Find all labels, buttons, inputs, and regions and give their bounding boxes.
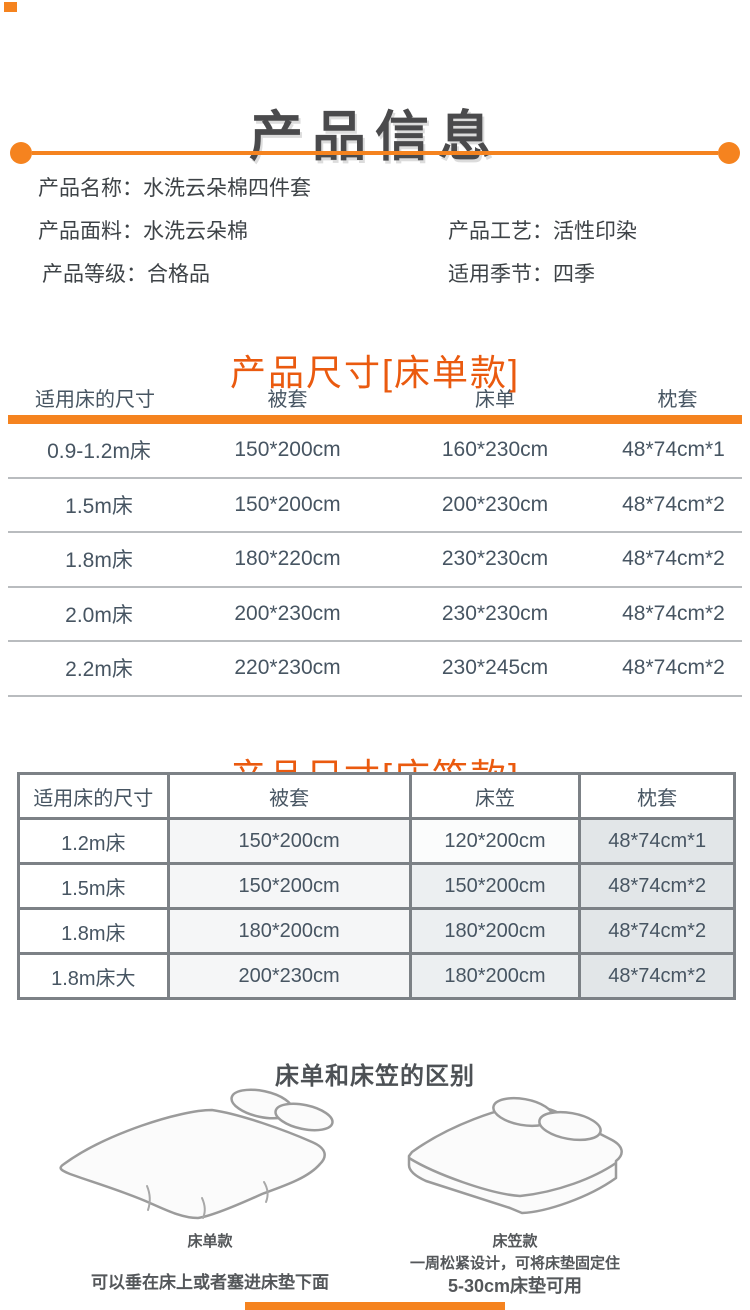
table-row: 2.0m床 200*230cm 230*230cm 48*74cm*2 (8, 588, 742, 642)
table-row: 1.8m床大 200*230cm 180*200cm 48*74cm*2 (17, 952, 736, 1000)
table-cell: 200*230cm (234, 601, 341, 625)
field-product-grade: 产品等级：合格品 (42, 258, 210, 288)
divider-line (32, 151, 718, 155)
field-product-craft: 产品工艺：活性印染 (448, 215, 637, 245)
table-cell: 180*200cm (166, 907, 412, 955)
field-product-name: 产品名称：水洗云朵棉四件套 (38, 172, 311, 202)
column-header: 床单 (475, 389, 515, 411)
column-header: 适用床的尺寸 (35, 389, 155, 411)
title-divider (10, 142, 740, 164)
field-value: 活性印染 (553, 220, 637, 243)
table-cell: 180*200cm (408, 952, 582, 1000)
sheet-style-label: 床单款 (187, 1233, 233, 1250)
field-label: 产品面料： (38, 220, 143, 243)
table-cell: 150*200cm (166, 817, 412, 865)
field-value: 水洗云朵棉 (143, 220, 248, 243)
table-cell: 0.9-1.2m床 (47, 440, 151, 464)
field-value: 合格品 (147, 263, 210, 286)
table-row: 1.8m床 180*220cm 230*230cm 48*74cm*2 (8, 533, 742, 588)
field-product-season: 适用季节：四季 (448, 258, 595, 288)
table-cell: 230*245cm (441, 656, 549, 680)
field-label: 产品工艺： (448, 220, 553, 243)
fitted-sheet-mattress-icon (407, 1096, 623, 1215)
table-cell: 200*230cm (441, 492, 549, 516)
table-cell: 48*74cm*1 (622, 438, 725, 462)
column-header: 枕套 (578, 772, 736, 820)
field-label: 产品等级： (42, 263, 147, 286)
table-row: 0.9-1.2m床 150*200cm 160*230cm 48*74cm*1 (8, 424, 742, 479)
table-cell: 48*74cm*2 (578, 952, 736, 1000)
page-title: 产品信息 (249, 107, 501, 168)
field-product-fabric: 产品面料：水洗云朵棉 (38, 215, 248, 245)
table-cell: 230*230cm (441, 601, 549, 625)
column-header: 被套 (267, 389, 308, 411)
sheet-section-title: 产品尺寸[床单款] (229, 351, 520, 393)
sheet-style-description: 可以垂在床上或者塞进床垫下面 (91, 1273, 329, 1292)
table-cell: 150*200cm (234, 492, 341, 516)
table-row: 1.8m床 180*200cm 180*200cm 48*74cm*2 (17, 907, 736, 955)
column-header: 被套 (166, 772, 412, 820)
table-row: 1.2m床 150*200cm 120*200cm 48*74cm*1 (17, 817, 736, 865)
table-cell: 2.2m床 (65, 658, 133, 682)
table-row: 1.5m床 150*200cm 150*200cm 48*74cm*2 (17, 862, 736, 910)
field-value: 水洗云朵棉四件套 (143, 177, 311, 200)
field-label: 适用季节： (448, 263, 553, 286)
table-cell: 1.2m床 (17, 817, 170, 865)
table-cell: 48*74cm*1 (578, 817, 736, 865)
header-accent-bar (8, 415, 742, 424)
field-label: 产品名称： (38, 177, 143, 200)
table-cell: 48*74cm*2 (578, 862, 736, 910)
table-cell: 1.8m床 (65, 549, 133, 573)
fitted-style-label: 床笠款 (492, 1233, 538, 1250)
column-header: 适用床的尺寸 (17, 772, 170, 820)
table-cell: 230*230cm (441, 547, 549, 571)
table-cell: 160*230cm (441, 438, 549, 462)
table-cell: 48*74cm*2 (622, 492, 725, 516)
fitted-table-header-row: 适用床的尺寸 被套 床笠 枕套 (17, 772, 736, 820)
table-cell: 48*74cm*2 (622, 656, 725, 680)
table-cell: 48*74cm*2 (622, 547, 725, 571)
column-header: 床笠 (408, 772, 582, 820)
fitted-size-table: 适用床的尺寸 被套 床笠 枕套 1.2m床 150*200cm 120*200c… (17, 772, 736, 1000)
table-cell: 48*74cm*2 (578, 907, 736, 955)
table-cell: 1.8m床 (17, 907, 170, 955)
table-cell: 1.5m床 (65, 494, 133, 518)
divider-dot-left (10, 142, 32, 164)
fitted-style-description-line1: 一周松紧设计，可将床垫固定住 (409, 1255, 620, 1272)
table-cell: 180*200cm (408, 907, 582, 955)
sheet-size-table: 适用床的尺寸 被套 床单 枕套 0.9-1.2m床 150*200cm 160*… (0, 380, 750, 697)
bottom-accent-bar (245, 1302, 505, 1310)
flat-sheet-bed-icon (59, 1088, 334, 1220)
table-cell: 2.0m床 (65, 603, 133, 627)
table-cell: 220*230cm (234, 656, 341, 680)
table-row: 2.2m床 220*230cm 230*245cm 48*74cm*2 (8, 642, 742, 697)
corner-accent-square (4, 2, 17, 12)
table-cell: 150*200cm (166, 862, 412, 910)
table-cell: 1.8m床大 (17, 952, 170, 1000)
comparison-heading: 床单和床笠的区别 (275, 1063, 475, 1090)
table-cell: 200*230cm (166, 952, 412, 1000)
divider-dot-right (718, 142, 740, 164)
field-value: 四季 (553, 263, 595, 286)
fitted-style-description-line2: 5-30cm床垫可用 (447, 1276, 583, 1296)
table-cell: 150*200cm (234, 438, 341, 462)
table-cell: 150*200cm (408, 862, 582, 910)
table-cell: 1.5m床 (17, 862, 170, 910)
table-cell: 48*74cm*2 (622, 601, 725, 625)
sheet-table-header-row: 适用床的尺寸 被套 床单 枕套 (0, 380, 750, 415)
table-cell: 180*220cm (234, 547, 341, 571)
table-row: 1.5m床 150*200cm 200*230cm 48*74cm*2 (8, 479, 742, 533)
table-cell: 120*200cm (408, 817, 582, 865)
column-header: 枕套 (657, 389, 698, 411)
